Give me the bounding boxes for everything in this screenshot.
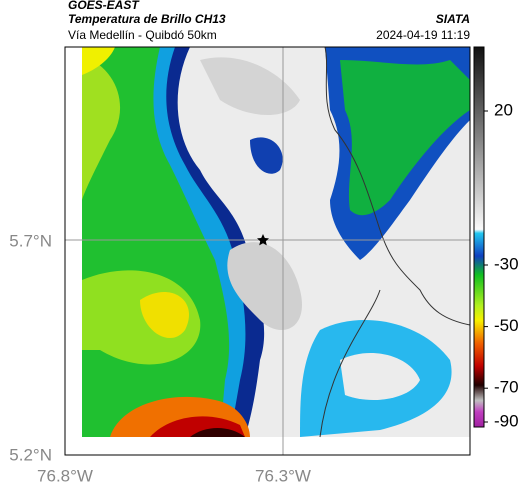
colorbar-tick-label: -90 (494, 411, 519, 430)
source: GOES-EAST (68, 0, 140, 12)
map-frame (64, 46, 471, 456)
lon-label: 76.8°W (37, 466, 93, 485)
colorbar (473, 46, 485, 428)
title: Temperatura de Brillo CH13 (68, 12, 226, 26)
border-lines (319, 46, 471, 438)
colorbar-tick-label: -50 (494, 316, 519, 335)
colorbar-tick-label: -70 (494, 378, 519, 397)
lat-label: 5.2°N (9, 445, 52, 464)
location-marker (257, 234, 269, 246)
satellite-image (82, 47, 470, 437)
route: Vía Medellín - Quibdó 50km (68, 28, 217, 42)
lon-label: 76.3°W (255, 466, 311, 485)
lat-label: 5.7°N (9, 231, 52, 250)
timestamp: 2024-04-19 11:19 (376, 28, 470, 42)
colorbar-tick-label: 20 (494, 100, 513, 119)
colorbar-tick-label: -30 (494, 254, 519, 273)
org: SIATA (436, 12, 470, 26)
